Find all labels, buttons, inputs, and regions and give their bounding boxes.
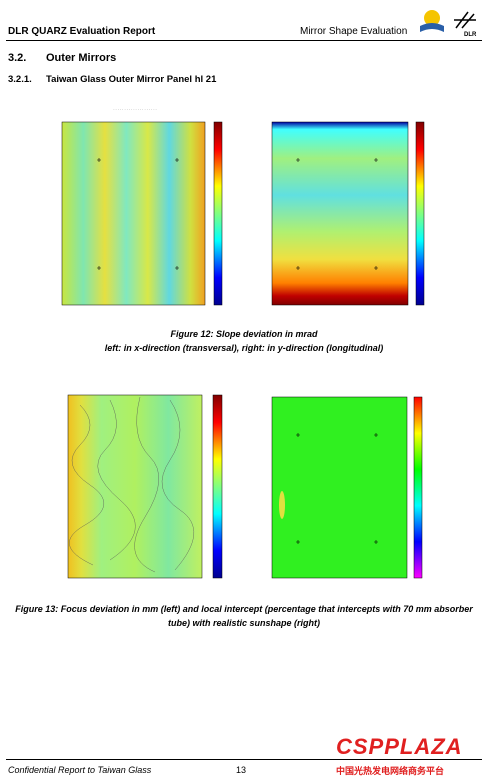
section-number: 3.2.: [8, 52, 27, 64]
header-left: DLR QUARZ Evaluation Report: [8, 26, 156, 37]
watermark-sub: 中国光热发电网络商务平台: [336, 766, 445, 776]
footer-rule: [6, 759, 482, 760]
section-title: Outer Mirrors: [46, 52, 117, 64]
svg-text:. . . . . . . . . . . . . . .: . . . . . . . . . . . . . . . . . . . .: [113, 106, 156, 111]
page-number: 13: [236, 765, 247, 775]
watermark: CSPPLAZA: [336, 734, 463, 759]
logos: DLR: [420, 10, 477, 38]
logo-text: DLR: [464, 32, 477, 38]
figure-13-caption: Figure 13: Focus deviation in mm (left) …: [15, 604, 473, 628]
footer-left: Confidential Report to Taiwan Glass: [8, 765, 152, 775]
subsection-number: 3.2.1.: [8, 74, 32, 85]
figure-13: [67, 394, 423, 579]
header-rule: [6, 40, 482, 41]
subsection-title: Taiwan Glass Outer Mirror Panel hl 21: [46, 74, 217, 85]
figure-12-caption-1: Figure 12: Slope deviation in mrad: [170, 329, 318, 339]
figure-12: . . . . . . . . . . . . . . . . . . . .: [61, 106, 425, 306]
header-right: Mirror Shape Evaluation: [300, 26, 408, 37]
figure-12-caption-2: left: in x-direction (transversal), righ…: [104, 343, 384, 353]
